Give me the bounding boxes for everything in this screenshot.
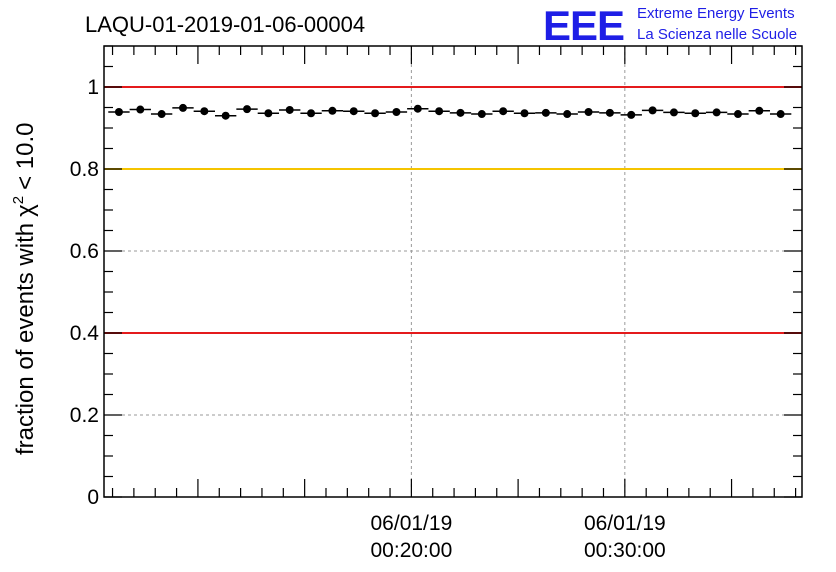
data-point	[157, 110, 166, 119]
plot-frame	[103, 45, 803, 498]
data-point	[392, 108, 401, 117]
data-point	[285, 105, 294, 114]
data-point	[221, 111, 230, 120]
x-tick-time-label: 00:30:00	[584, 539, 666, 562]
data-point	[776, 110, 785, 119]
logo-line-2: La Scienza nelle Scuole	[637, 26, 797, 43]
x-tick-date-label: 06/01/19	[584, 512, 666, 535]
data-point	[114, 108, 123, 117]
plot-area	[104, 46, 802, 497]
data-point	[264, 109, 273, 118]
data-point	[477, 110, 486, 119]
y-axis-label-symbol: χ	[12, 204, 39, 217]
data-point	[371, 109, 380, 118]
y-tick-label: 0.6	[70, 240, 99, 263]
data-point	[648, 106, 657, 115]
y-axis-label-superscript: 2	[10, 196, 27, 204]
y-axis-label-suffix: < 10.0	[12, 123, 39, 190]
data-point	[563, 110, 572, 119]
data-point	[243, 105, 252, 114]
y-tick-label: 1	[87, 76, 99, 99]
data-point	[456, 108, 465, 117]
data-point	[627, 110, 636, 119]
data-point	[541, 108, 550, 117]
data-point	[307, 109, 316, 118]
y-tick-label: 0.4	[70, 322, 100, 345]
data-point	[349, 107, 358, 116]
data-point	[328, 106, 337, 115]
data-point	[178, 103, 187, 112]
eee-logo: EEE Extreme Energy Events La Scienza nel…	[543, 2, 797, 49]
y-tick-label: 0	[87, 486, 99, 509]
data-point	[712, 108, 721, 117]
data-point	[499, 107, 508, 116]
data-points	[108, 103, 792, 120]
x-tick-date-label: 06/01/19	[371, 512, 453, 535]
y-tick-labels: 0 0.2 0.4 0.6 0.8 1	[70, 76, 100, 509]
data-point	[435, 107, 444, 116]
run-title: LAQU-01-2019-01-06-00004	[85, 12, 365, 37]
data-point	[733, 110, 742, 119]
data-point	[691, 109, 700, 118]
y-axis-label-text: fraction of events with	[12, 223, 39, 455]
data-point	[413, 104, 422, 113]
data-point	[136, 105, 145, 114]
data-point	[520, 109, 529, 118]
reference-lines	[104, 86, 802, 334]
data-point	[200, 107, 209, 116]
logo-line-1: Extreme Energy Events	[637, 5, 795, 22]
x-tick-time-label: 00:20:00	[371, 539, 453, 562]
logo-letters: EEE	[543, 2, 624, 49]
y-axis-label: fraction of events with χ2 < 10.0	[10, 123, 39, 455]
x-tick-labels: 06/01/19 00:20:00 06/01/19 00:30:00	[371, 512, 666, 562]
data-point	[584, 108, 593, 117]
data-point	[605, 108, 614, 117]
y-tick-label: 0.8	[70, 158, 99, 181]
y-tick-label: 0.2	[70, 404, 99, 427]
data-point	[755, 106, 764, 115]
data-point	[669, 108, 678, 117]
